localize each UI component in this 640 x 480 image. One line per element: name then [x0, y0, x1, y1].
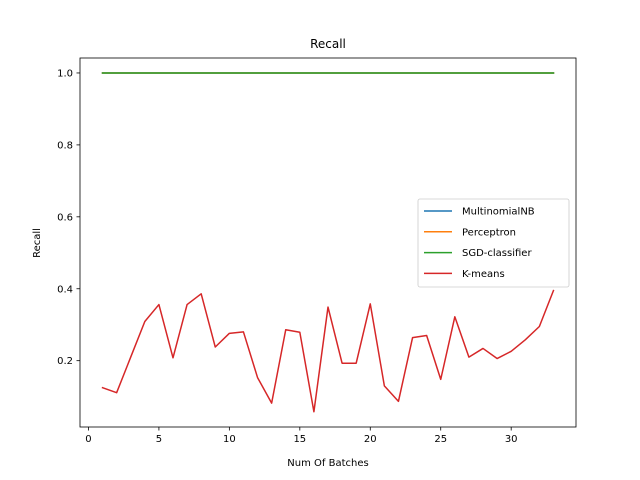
legend-label-k-means: K-means [462, 269, 505, 280]
chart-title: Recall [310, 37, 346, 51]
x-tick-label: 0 [85, 434, 91, 445]
legend-label-multinomialnb: MultinomialNB [462, 207, 535, 218]
y-tick-label: 0.8 [57, 140, 73, 151]
y-tick-label: 0.6 [57, 212, 73, 223]
x-tick-label: 25 [434, 434, 447, 445]
y-tick-label: 1.0 [57, 68, 73, 79]
x-tick-label: 10 [223, 434, 236, 445]
x-tick-label: 15 [293, 434, 306, 445]
x-axis-label: Num Of Batches [287, 458, 368, 469]
x-tick-label: 30 [505, 434, 518, 445]
y-tick-label: 0.4 [57, 284, 73, 295]
x-tick-label: 5 [156, 434, 162, 445]
y-axis-label: Recall [32, 228, 43, 258]
legend: MultinomialNB Perceptron SGD-classifier K-m… [417, 198, 570, 288]
legend-box [417, 198, 570, 288]
x-tick-label: 20 [364, 434, 377, 445]
legend-label-perceptron: Perceptron [462, 227, 516, 238]
y-tick-label: 0.2 [57, 356, 73, 367]
series-line-k-means [101, 289, 555, 413]
legend-label-sgd-classifier: SGD-classifier [462, 248, 532, 259]
plot-area: 0 5 10 15 20 25 30 0.2 0.4 0.6 0.8 1.0 [57, 57, 577, 445]
axes-frame [79, 57, 577, 428]
series-group [101, 72, 555, 413]
